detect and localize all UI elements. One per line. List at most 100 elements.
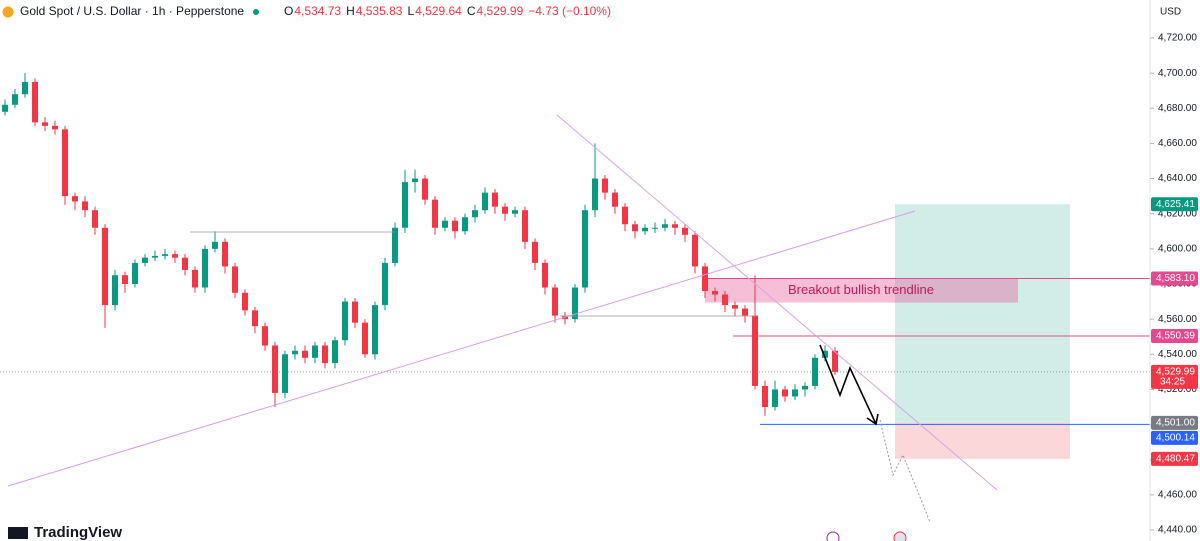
candle-body — [482, 192, 488, 211]
candle-body — [322, 345, 328, 364]
candle-body — [752, 315, 758, 386]
symbol-title[interactable]: Gold Spot / U.S. Dollar · 1h · Peppersto… — [20, 4, 244, 18]
ohlc-value: 4,535.83 — [356, 4, 403, 18]
candle-body — [612, 192, 618, 207]
candle-body — [192, 269, 198, 288]
candle-body — [822, 350, 828, 358]
candle-body — [332, 340, 338, 364]
candle-body — [282, 354, 288, 393]
candle-body — [662, 224, 668, 228]
ohlc-value: 4,529.64 — [415, 4, 462, 18]
candle-body — [302, 350, 308, 358]
candle-body — [342, 301, 348, 341]
candle-body — [52, 125, 58, 130]
candle-body — [442, 220, 448, 228]
candle-body — [542, 262, 548, 288]
candle-body — [222, 241, 228, 267]
alt-projection — [879, 419, 931, 523]
candle-body — [772, 389, 778, 407]
candle-body — [292, 350, 298, 355]
price-tag — [1151, 197, 1198, 212]
candle-body — [812, 357, 818, 386]
price-tag-label: 4,500.14 — [1156, 432, 1195, 443]
ohlc-header: O 4,534.73 H 4,535.83 L 4,529.64 C 4,529.99 −4.7… — [284, 4, 611, 18]
candle-body — [712, 291, 718, 295]
candle-body — [582, 210, 588, 288]
price-tag — [1151, 415, 1198, 430]
candle-body — [652, 227, 658, 229]
y-tick-label: 4,680.00 — [1158, 103, 1197, 114]
candle-body — [412, 178, 418, 183]
price-tag — [1151, 430, 1198, 445]
candle-body — [532, 241, 538, 263]
ohlc-label: H — [346, 4, 355, 18]
candle-body — [702, 266, 708, 292]
y-tick-label: 4,600.00 — [1158, 243, 1197, 254]
candle-body — [272, 345, 278, 393]
y-tick-label: 4,560.00 — [1158, 314, 1197, 325]
ohlc-value: 4,534.73 — [294, 4, 341, 18]
candle-body — [672, 224, 678, 228]
arrow-head — [866, 413, 879, 426]
price-tag — [1151, 271, 1198, 286]
y-tick-label: 4,440.00 — [1158, 525, 1197, 536]
y-tick-label: 4,640.00 — [1158, 173, 1197, 184]
candle-body — [382, 262, 388, 306]
candle-body — [102, 227, 108, 306]
projection-arrow — [819, 344, 877, 425]
price-tag-label: 4,480.47 — [1156, 454, 1195, 465]
candle-body — [152, 255, 158, 258]
candle-body — [142, 257, 148, 263]
candle-body — [202, 248, 208, 288]
candle-body — [422, 178, 428, 200]
candle-body — [642, 227, 648, 232]
candle-body — [462, 217, 468, 232]
candle-body — [592, 178, 598, 211]
price-tag-label: 4,625.41 — [1156, 199, 1195, 210]
price-tag — [1151, 364, 1198, 389]
candle-body — [312, 345, 318, 358]
candle-body — [792, 389, 798, 397]
candle-body — [722, 294, 728, 306]
candle-body — [632, 224, 638, 232]
event-icon — [893, 531, 907, 541]
candle-body — [802, 385, 808, 390]
brand-logo — [8, 527, 28, 539]
price-tag — [1151, 451, 1198, 466]
candle-body — [72, 196, 78, 202]
symbol-icon — [2, 6, 14, 18]
candle-body — [622, 206, 628, 225]
y-tick-label: 4,460.00 — [1158, 489, 1197, 500]
candle-body — [252, 310, 258, 327]
candle-body — [472, 210, 478, 218]
candle-body — [122, 275, 128, 284]
candle-body — [132, 262, 138, 284]
candle-body — [232, 266, 238, 293]
price-tag-label: 4,583.10 — [1156, 273, 1195, 284]
currency[interactable]: USD — [1160, 7, 1181, 18]
y-tick-label: 4,540.00 — [1158, 349, 1197, 360]
candle-body — [92, 210, 98, 228]
annotation-text: Breakout bullish trendline — [788, 282, 934, 297]
candle-body — [262, 326, 268, 346]
candle-body — [242, 292, 248, 311]
y-tick-label: 4,660.00 — [1158, 138, 1197, 149]
candle-body — [742, 308, 748, 316]
brand-name: TradingView — [34, 524, 122, 541]
candle-body — [82, 201, 88, 211]
candle-body — [552, 287, 558, 316]
candle-body — [762, 385, 768, 407]
candle-body — [22, 81, 28, 95]
candle-body — [392, 227, 398, 263]
candle-body — [682, 227, 688, 235]
y-tick-label: 4,700.00 — [1158, 68, 1197, 79]
candle-body — [352, 301, 358, 323]
candle-body — [692, 234, 698, 267]
candle-body — [182, 257, 188, 270]
candle-body — [602, 178, 608, 193]
y-tick-label: 4,720.00 — [1158, 33, 1197, 44]
candle-body — [732, 305, 738, 309]
ohlc-value: 4,529.99 — [477, 4, 524, 18]
